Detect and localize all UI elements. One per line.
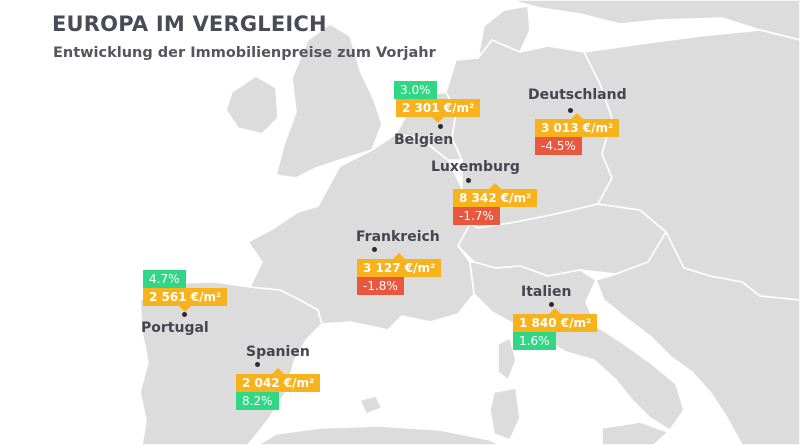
frankreich-change-badge: -1.8% [357,277,404,295]
land-corsica [497,337,517,381]
luxemburg-change-badge: -1.7% [453,207,500,225]
spanien-price-badge: 2 042 €/m² [236,368,321,392]
belgien-marker [438,124,443,129]
spanien-change-badge: 8.2% [236,392,279,410]
frankreich-marker [372,247,377,252]
portugal-marker [182,312,187,317]
italien-marker [549,302,554,307]
portugal-change-badge: 4.7% [143,270,186,288]
italien-price-badge: 1 840 €/m² [513,308,598,332]
deutschland-marker [568,108,573,113]
italien-label: Italien [521,284,572,300]
frankreich-label: Frankreich [356,229,440,245]
spanien-marker [255,362,260,367]
land-ireland [225,75,279,135]
belgien-change-badge: 3.0% [394,81,437,99]
italien-change-badge: 1.6% [513,332,556,350]
belgien-price-badge: 2 301 €/m² [396,99,481,123]
deutschland-price-badge: 3 013 €/m² [535,113,620,137]
land-sicily [601,421,669,445]
land-africa [257,425,501,445]
portugal-price-badge: 2 561 €/m² [143,288,228,312]
page-subtitle: Entwicklung der Immobilienpreise zum Vor… [53,45,436,61]
land-sardinia [489,387,521,441]
land-scandinavia [509,0,800,41]
belgien-label: Belgien [394,132,454,148]
luxemburg-price-badge: 8 342 €/m² [453,183,538,207]
luxemburg-label: Luxemburg [431,159,520,175]
land-balkans [595,231,800,445]
deutschland-label: Deutschland [528,87,627,103]
land-balearics [359,395,383,415]
luxemburg-marker [466,178,471,183]
deutschland-change-badge: -4.5% [535,137,582,155]
frankreich-price-badge: 3 127 €/m² [357,253,442,277]
portugal-label: Portugal [141,320,209,336]
spanien-label: Spanien [246,344,310,360]
land-iberia [139,281,323,445]
land-denmark [477,5,531,59]
land-britain [275,23,383,179]
page-title: EUROPA IM VERGLEICH [52,12,327,36]
